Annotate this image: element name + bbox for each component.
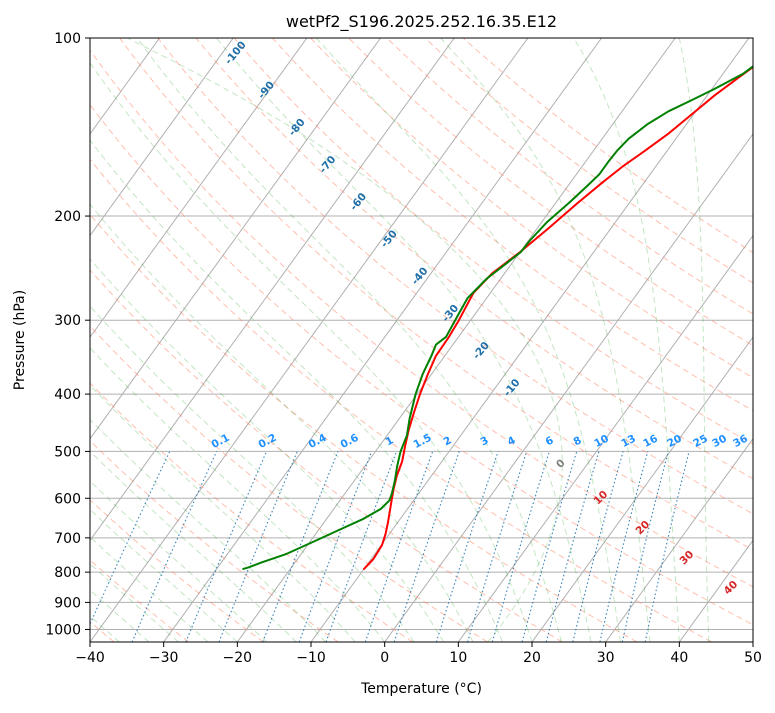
x-tick-label: 20 — [523, 650, 541, 666]
x-tick-label: −10 — [296, 650, 326, 666]
y-tick-label: 1000 — [45, 622, 81, 638]
y-tick-label: 300 — [54, 313, 81, 329]
y-axis-label: Pressure (hPa) — [12, 290, 28, 390]
y-tick-label: 200 — [54, 209, 81, 225]
x-tick-label: −20 — [223, 650, 253, 666]
x-tick-label: 30 — [597, 650, 615, 666]
x-axis-label: Temperature (°C) — [360, 681, 482, 697]
chart-title: wetPf2_S196.2025.252.16.35.E12 — [286, 12, 557, 32]
x-tick-label: 10 — [449, 650, 467, 666]
x-tick-label: −30 — [149, 650, 179, 666]
y-tick-label: 700 — [54, 531, 81, 547]
y-tick-label: 500 — [54, 444, 81, 460]
x-tick-label: 50 — [744, 650, 762, 666]
x-tick-label: 0 — [380, 650, 389, 666]
plot-area — [90, 38, 753, 642]
y-tick-label: 100 — [54, 31, 81, 47]
y-tick-label: 400 — [54, 387, 81, 403]
y-tick-label: 900 — [54, 595, 81, 611]
x-tick-label: −40 — [75, 650, 105, 666]
x-tick-label: 40 — [670, 650, 688, 666]
y-tick-label: 600 — [54, 491, 81, 507]
y-tick-label: 800 — [54, 565, 81, 581]
